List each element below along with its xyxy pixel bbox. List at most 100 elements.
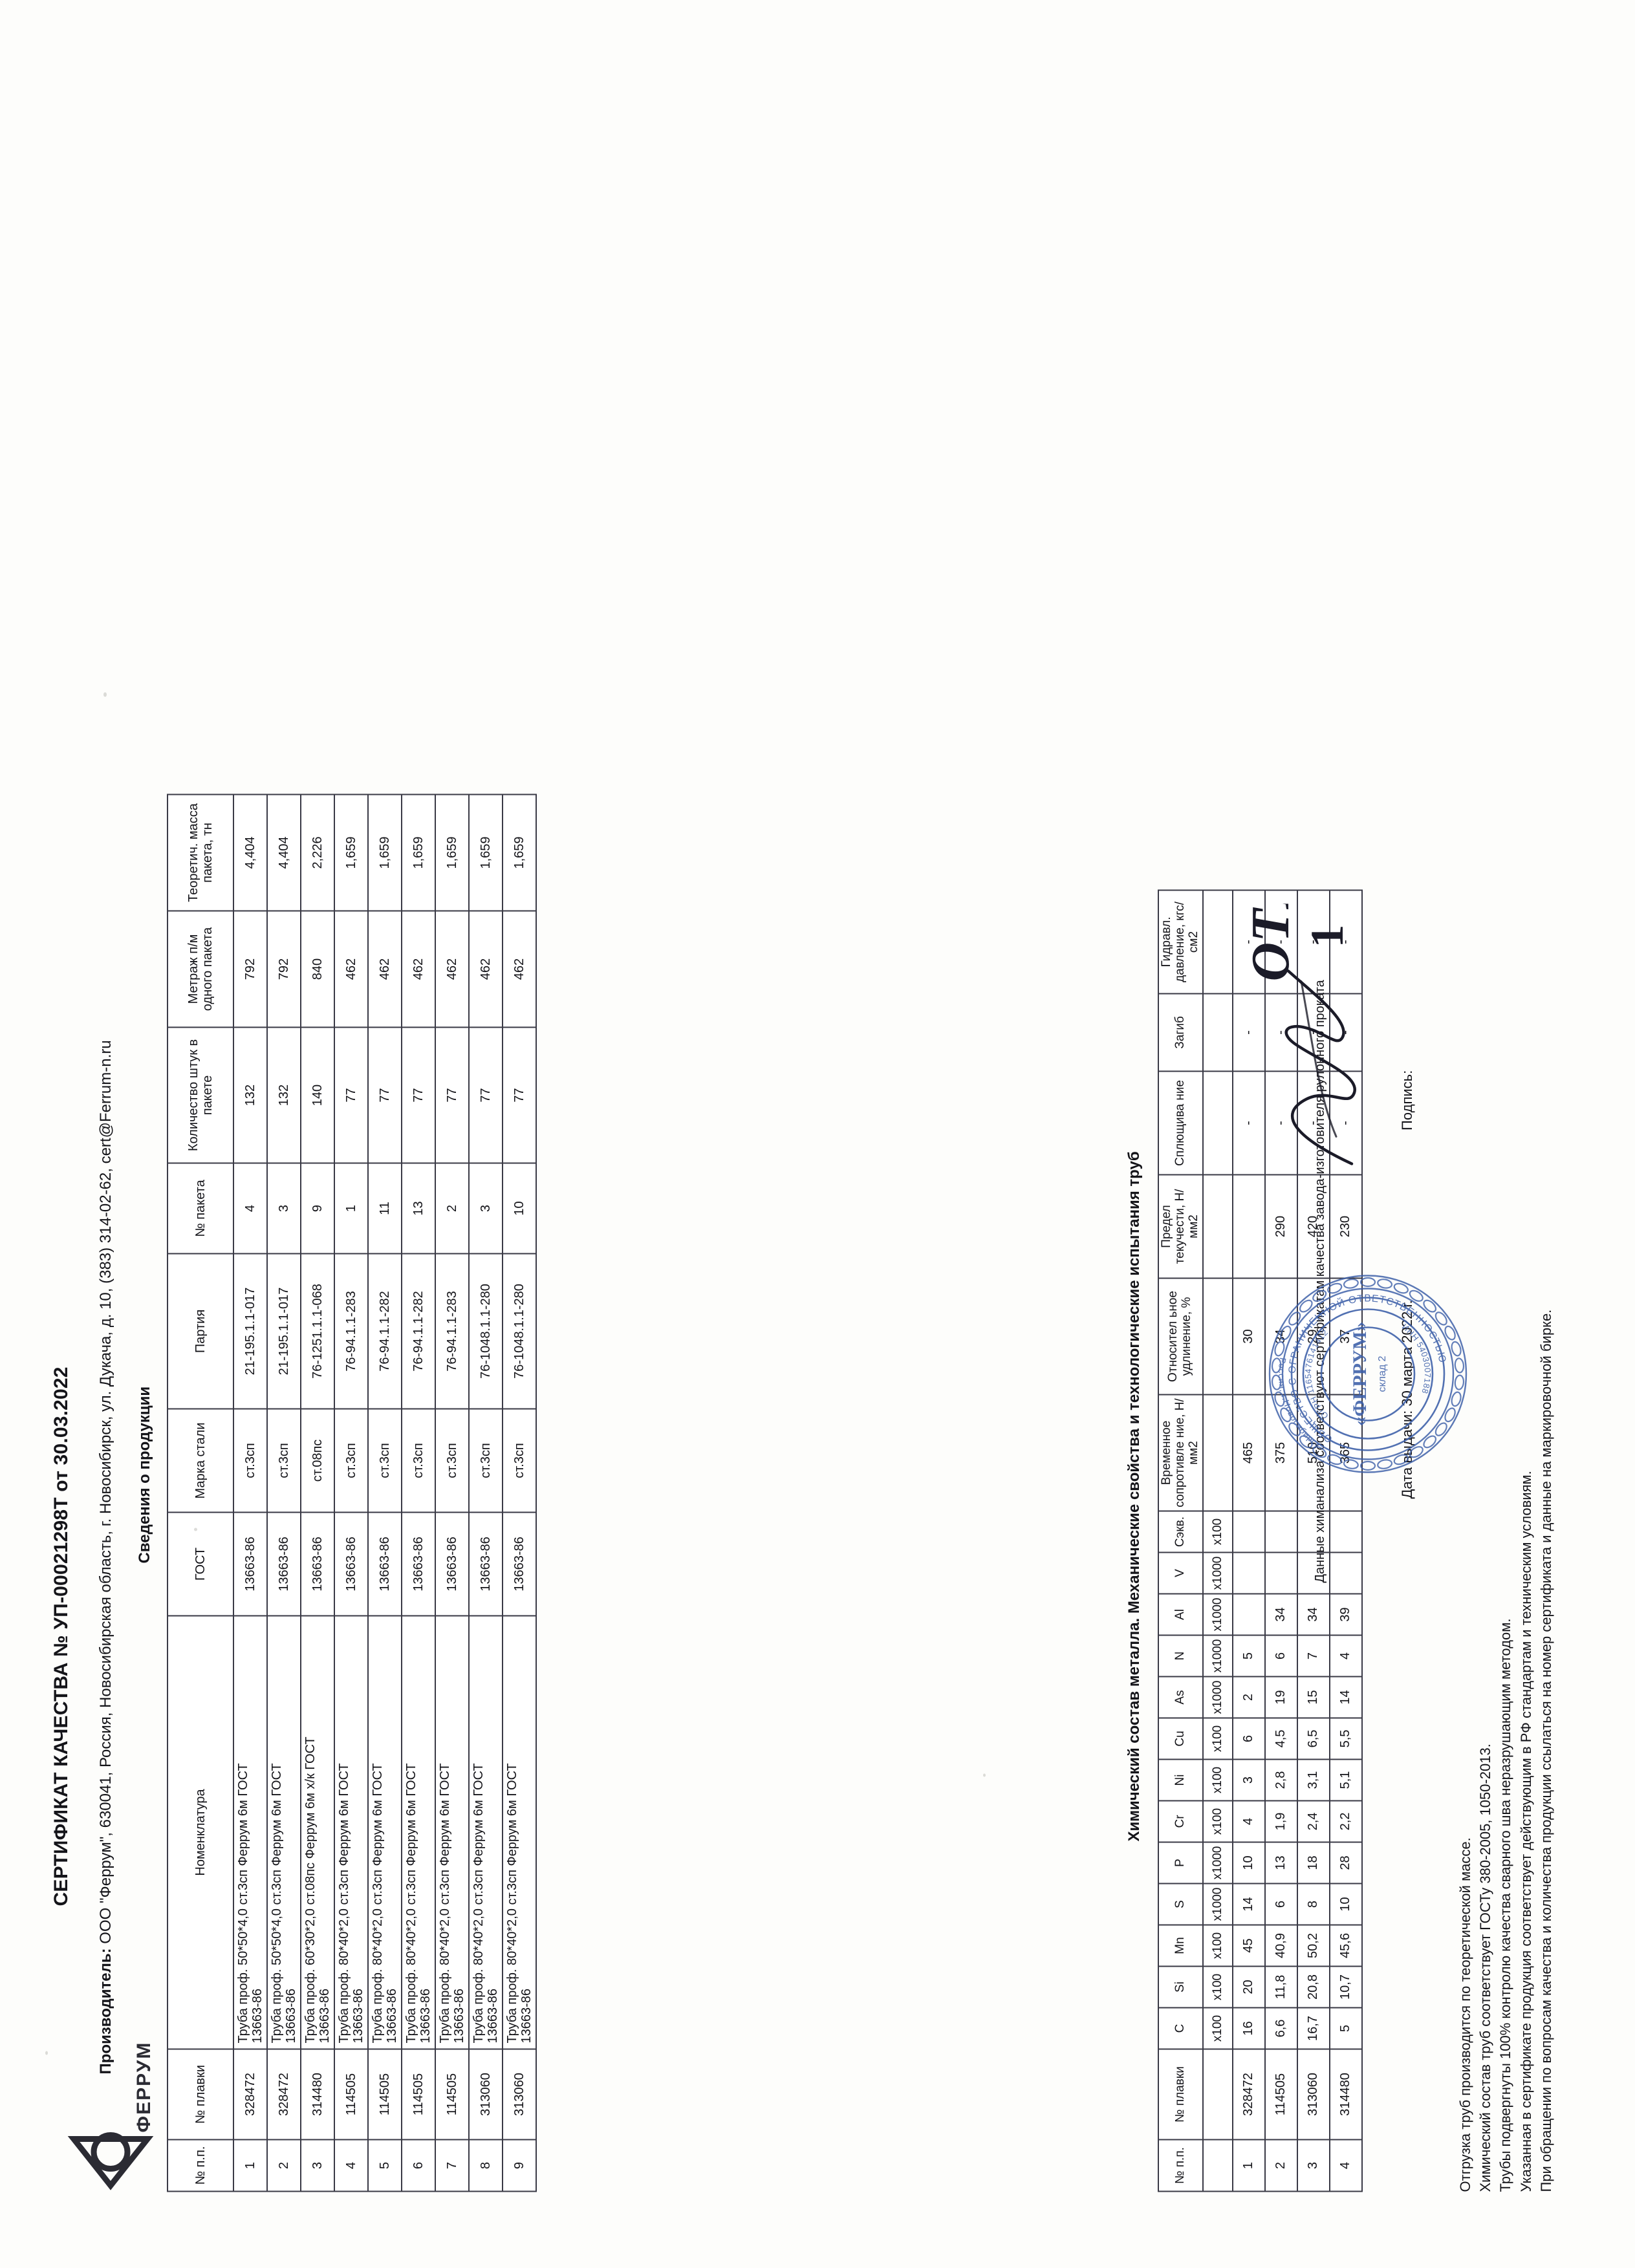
chem-cell-Si: 10,7 [1329,1966,1362,2007]
product-cell-heat: 314480 [301,2049,334,2139]
product-cell-qty: 77 [402,1027,435,1163]
table-row: 2 328472 Труба проф. 50*50*4,0 ст.3сп Ферр… [267,794,301,2191]
chem-cell-Ceq [1264,1511,1297,1552]
table-row: 4 314480 5 10,7 45,6 10 28 2,2 5,1 5,5 14 4 39 365 37 2… [1329,890,1362,2191]
sign-label: Подпись: [1399,1070,1415,1130]
chem-col-8: Ni [1158,1759,1203,1800]
chem-mult-11: x1000 [1202,1635,1233,1676]
chem-mult-8: x100 [1202,1759,1233,1800]
product-cell-qty: 132 [233,1027,267,1163]
chem-cell-yield: 290 [1264,1174,1297,1278]
chem-cell-V [1264,1552,1297,1593]
product-cell-gost: 13663-86 [402,1512,435,1615]
chem-cell-Si: 20,8 [1297,1966,1330,2007]
chem-cell-no: 4 [1329,2139,1362,2191]
chem-col-1: № плавки [1158,2049,1203,2139]
chem-mult-3: x100 [1202,1966,1233,2007]
chem-cell-P: 18 [1297,1842,1330,1883]
product-cell-package: 10 [503,1163,536,1253]
table-row: 8 313060 Труба проф. 80*40*2,0 ст.3сп Ферр… [469,794,503,2191]
chem-table-multiplier-row: x100 x100 x100 x1000 x1000 x100 x100 x100 x1000 x… [1202,890,1233,2191]
chem-cell-Cr: 4 [1232,1800,1265,1842]
chem-cell-Cr: 2,4 [1297,1800,1330,1842]
product-cell-nomen: Труба проф. 80*40*2,0 ст.3сп Феррум 6м Г… [503,1615,536,2049]
product-table-header-row: № п.п. № плавки Номенклатура ГОСТ Марка … [168,794,233,2191]
footer-note-line: Трубы подвергнуты 100% контролю качества… [1497,1618,1514,2192]
chem-cell-V [1329,1552,1362,1593]
product-cell-nomen: Труба проф. 80*40*2,0 ст.3сп Феррум 6м Г… [334,1615,368,2049]
chem-mult-6: x1000 [1202,1842,1233,1883]
product-cell-qty: 140 [301,1027,334,1163]
chem-cell-Mn: 45,6 [1329,1925,1362,1966]
product-cell-package: 3 [267,1163,301,1253]
product-cell-heat: 313060 [469,2049,503,2139]
chem-cell-hydro: - [1232,890,1265,993]
chem-col-14: Сэкв. [1158,1511,1203,1552]
chem-mult-17 [1202,1174,1233,1278]
product-cell-qty: 77 [469,1027,503,1163]
chem-cell-Cu: 4,5 [1264,1718,1297,1759]
product-cell-heat: 114505 [402,2049,435,2139]
chem-mult-9: x100 [1202,1718,1233,1759]
product-cell-lot: 76-1048.1.1-280 [503,1253,536,1409]
table-row: 5 114505 Труба проф. 80*40*2,0 ст.3сп Ферр… [368,794,402,2191]
chem-mult-5: x1000 [1202,1883,1233,1925]
col-meters: Метраж п/м одного пакета [168,911,233,1027]
chem-cell-hydro: - [1264,890,1297,993]
chem-cell-S: 6 [1264,1883,1297,1925]
product-cell-meters: 462 [435,911,469,1027]
chem-col-9: Cu [1158,1718,1203,1759]
product-cell-package: 1 [334,1163,368,1253]
product-cell-qty: 77 [435,1027,469,1163]
chem-cell-hydro: - [1297,890,1330,993]
product-cell-grade: ст.3сп [233,1409,267,1512]
product-cell-qty: 77 [368,1027,402,1163]
chem-cell-Al [1232,1593,1265,1635]
table-row: 9 313060 Труба проф. 80*40*2,0 ст.3сп Ферр… [503,794,536,2191]
col-no: № п.п. [168,2139,233,2191]
product-cell-mass: 1,659 [402,794,435,911]
product-cell-package: 4 [233,1163,267,1253]
chem-cell-bend: - [1264,993,1297,1071]
product-cell-mass: 4,404 [233,794,267,911]
chem-cell-no: 3 [1297,2139,1330,2191]
product-cell-nomen: Труба проф. 80*40*2,0 ст.3сп Феррум 6м Г… [368,1615,402,2049]
product-cell-grade: ст.08пс [301,1409,334,1512]
product-cell-no: 3 [301,2139,334,2191]
chem-mult-12: x1000 [1202,1593,1233,1635]
chem-cell-N: 6 [1264,1635,1297,1676]
product-cell-gost: 13663-86 [334,1512,368,1615]
chem-cell-Ceq [1232,1511,1265,1552]
chem-mult-19 [1202,993,1233,1071]
product-cell-grade: ст.3сп [368,1409,402,1512]
product-cell-meters: 840 [301,911,334,1027]
product-cell-meters: 792 [233,911,267,1027]
col-mass: Теоретич. масса пакета, тн [168,794,233,911]
col-grade: Марка стали [168,1409,233,1512]
chem-cell-elong: 30 [1232,1278,1265,1394]
product-cell-mass: 4,404 [267,794,301,911]
chem-col-3: Si [1158,1966,1203,2007]
product-cell-heat: 114505 [435,2049,469,2139]
chem-cell-N: 7 [1297,1635,1330,1676]
chem-cell-Al: 34 [1297,1593,1330,1635]
chem-cell-flatten: - [1232,1071,1265,1174]
product-cell-gost: 13663-86 [267,1512,301,1615]
chem-note: Данные химанализа соответствуют сертифик… [1313,979,1327,1582]
product-cell-meters: 792 [267,911,301,1027]
section-title-product: Сведения о продукции [136,1386,153,1563]
chem-cell-Al: 34 [1264,1593,1297,1635]
chem-col-5: S [1158,1883,1203,1925]
product-cell-no: 5 [368,2139,402,2191]
product-cell-no: 8 [469,2139,503,2191]
chem-cell-C: 16,7 [1297,2007,1330,2049]
chem-mult-4: x100 [1202,1925,1233,1966]
chem-col-13: V [1158,1552,1203,1593]
chem-cell-Mn: 50,2 [1297,1925,1330,1966]
product-cell-gost: 13663-86 [233,1512,267,1615]
signature-line: Дата выдачи: 30 марта 2022 г. Подпись: [1399,1070,1416,1498]
product-cell-no: 7 [435,2139,469,2191]
chem-col-17: Предел текучести, Н/мм2 [1158,1174,1203,1278]
chem-cell-Ni: 2,8 [1264,1759,1297,1800]
product-cell-grade: ст.3сп [402,1409,435,1512]
